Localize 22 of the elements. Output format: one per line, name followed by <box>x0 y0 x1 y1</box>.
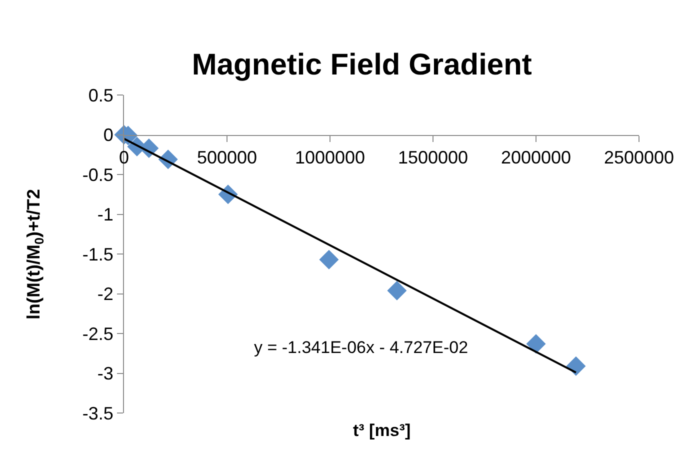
y-tick-label: -3 <box>97 364 114 384</box>
y-tick-label: -0.5 <box>82 164 114 185</box>
point <box>387 280 407 300</box>
y-tick-label: 0.5 <box>88 85 114 106</box>
x-tick-label: 1000000 <box>294 147 366 168</box>
x-tick-label: 500000 <box>196 147 258 168</box>
chart-title: Magnetic Field Gradient <box>192 48 532 82</box>
point <box>566 356 586 376</box>
y-tick-label: -2 <box>97 284 114 304</box>
x-tick-label: 2500000 <box>604 147 674 168</box>
y-tick-label: -3.5 <box>82 403 114 424</box>
y-tick-label: -2.5 <box>82 324 114 344</box>
y-tick-label: -1 <box>97 204 114 225</box>
annotation: y = -1.341E-06x - 4.727E-02 <box>254 338 468 357</box>
y-tick-label: 0 <box>103 125 114 146</box>
x-tick-label: 0 <box>118 147 130 168</box>
x-tick-label: 1500000 <box>398 147 468 168</box>
y-tick-label: -1.5 <box>82 244 114 264</box>
point <box>526 334 546 354</box>
x-axis-title: t³ [ms³] <box>353 421 411 440</box>
x-tick-label: 2000000 <box>500 147 572 168</box>
point <box>319 250 339 270</box>
